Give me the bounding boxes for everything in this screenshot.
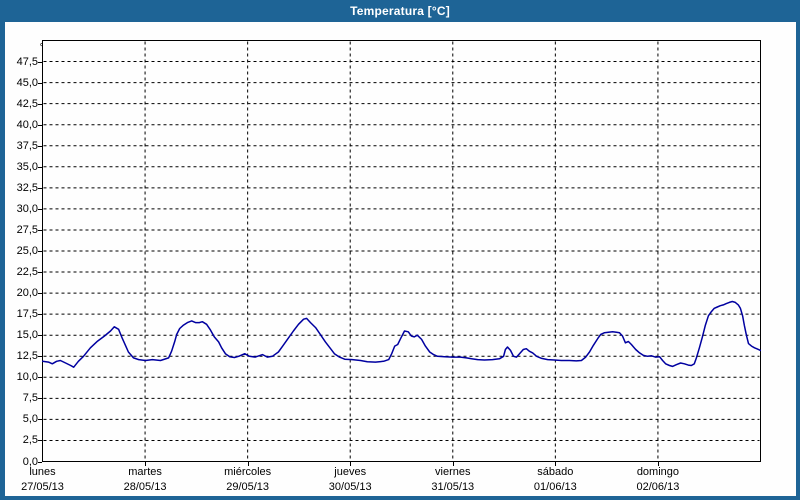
x-tick-mark — [145, 462, 146, 466]
x-tick-mark — [350, 462, 351, 466]
y-tick-mark — [38, 293, 42, 294]
window-border-left — [0, 0, 5, 500]
x-date-label: 31/05/13 — [431, 481, 475, 493]
y-tick-mark — [38, 314, 42, 315]
y-tick-label: 47,5 — [16, 55, 38, 68]
x-day-label: martes — [128, 466, 162, 478]
x-tick-mark — [248, 462, 249, 466]
y-tick-label: 5,0 — [22, 413, 38, 426]
x-date-label: 01/06/13 — [533, 481, 577, 493]
y-tick-mark — [38, 251, 42, 252]
x-tick-mark — [555, 462, 556, 466]
x-day-label: sábado — [537, 466, 574, 478]
y-tick-mark — [38, 335, 42, 336]
y-tick-mark — [38, 230, 42, 231]
title-bar[interactable]: Temperatura [°C] — [0, 0, 800, 22]
plot-frame — [42, 40, 761, 462]
x-date-label: 30/05/13 — [328, 481, 372, 493]
x-date-label: 02/06/13 — [636, 481, 680, 493]
y-tick-label: 45,0 — [16, 76, 38, 89]
y-tick-mark — [38, 167, 42, 168]
x-tick-mark — [658, 462, 659, 466]
y-tick-mark — [38, 440, 42, 441]
y-tick-mark — [38, 146, 42, 147]
plot-area — [42, 40, 761, 462]
window-border-right — [796, 0, 800, 500]
y-tick-label: 32,5 — [16, 181, 38, 194]
y-tick-mark — [38, 188, 42, 189]
y-tick-label: 42,5 — [16, 97, 38, 110]
y-tick-label: 15,0 — [16, 329, 38, 342]
y-tick-label: 35,0 — [16, 160, 38, 173]
y-tick-label: 7,5 — [22, 392, 38, 405]
y-tick-mark — [38, 356, 42, 357]
y-tick-label: 22,5 — [16, 266, 38, 279]
y-tick-mark — [38, 419, 42, 420]
x-day-label: viernes — [435, 466, 471, 478]
window-border-bottom — [0, 496, 800, 500]
x-day-label: lunes — [29, 466, 56, 478]
y-tick-mark — [38, 377, 42, 378]
x-day-label: miércoles — [224, 466, 272, 478]
y-tick-mark — [38, 462, 42, 463]
y-tick-mark — [38, 209, 42, 210]
x-date-label: 28/05/13 — [123, 481, 167, 493]
x-tick-mark — [453, 462, 454, 466]
y-tick-label: 37,5 — [16, 139, 38, 152]
y-tick-mark — [38, 398, 42, 399]
y-tick-label: 17,5 — [16, 308, 38, 321]
temperature-chart — [42, 40, 761, 462]
y-tick-label: 25,0 — [16, 245, 38, 257]
y-tick-label: 40,0 — [16, 118, 38, 131]
window-title: Temperatura [°C] — [350, 4, 450, 18]
y-tick-label: 30,0 — [16, 202, 38, 215]
y-tick-mark — [38, 62, 42, 63]
y-tick-label: 12,5 — [16, 350, 38, 363]
y-tick-mark — [38, 125, 42, 126]
y-tick-label: 27,5 — [16, 223, 38, 236]
x-day-label: jueves — [334, 466, 367, 478]
y-tick-mark — [38, 104, 42, 105]
y-tick-mark — [38, 83, 42, 84]
y-tick-label: 0,0 — [22, 455, 38, 468]
x-date-label: 27/05/13 — [21, 481, 64, 493]
y-tick-label: 10,0 — [16, 371, 38, 384]
x-day-label: domingo — [636, 466, 680, 478]
x-date-label: 29/05/13 — [226, 481, 270, 493]
y-tick-label: 20,0 — [16, 287, 38, 300]
y-tick-mark — [38, 272, 42, 273]
temperature-curve — [42, 300, 761, 368]
y-tick-label: 2,5 — [22, 434, 38, 447]
